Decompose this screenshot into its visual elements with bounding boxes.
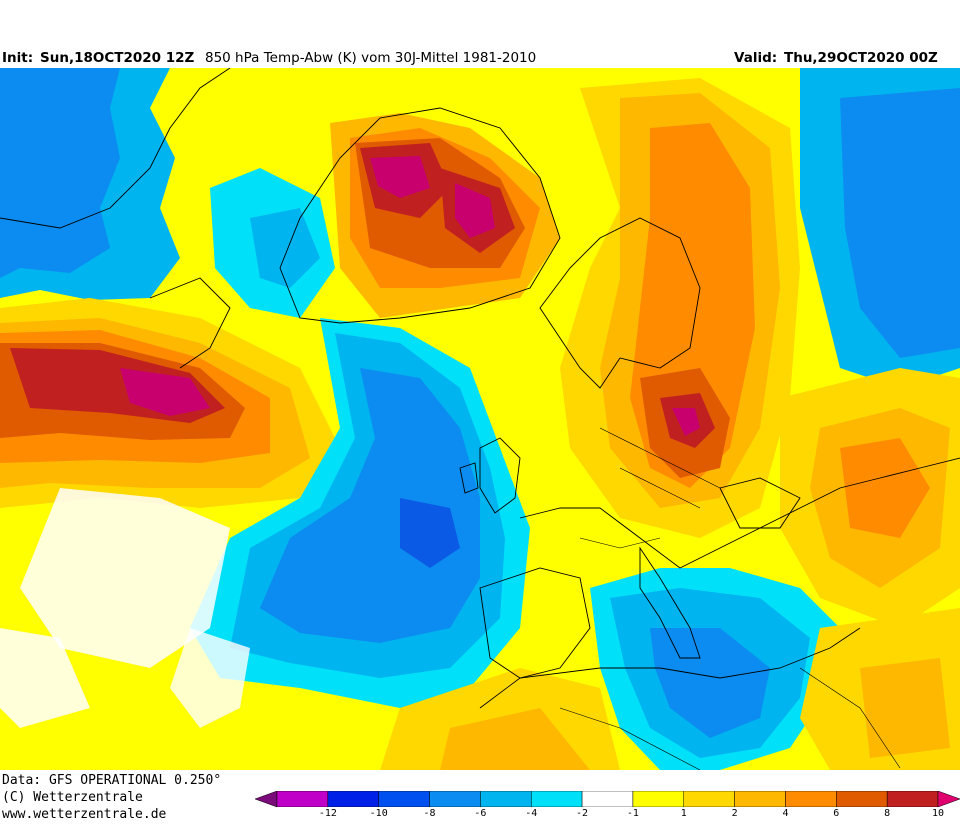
legend-tick-label: -12 — [318, 808, 337, 819]
coastline-iberia — [479, 567, 591, 679]
anomaly-map — [0, 68, 960, 770]
legend-tick-label: 1 — [680, 808, 687, 819]
coastline-scandinavia — [539, 217, 701, 389]
legend-swatch — [327, 790, 379, 808]
legend-arrow-left — [254, 790, 278, 808]
coastline-italy — [639, 546, 701, 659]
legend-tick-label: 8 — [884, 808, 891, 819]
legend-tick-label: -8 — [423, 808, 436, 819]
legend-tick-label: -6 — [474, 808, 487, 819]
legend-swatch — [581, 790, 634, 808]
legend-colorbar — [254, 790, 961, 808]
legend-swatch — [378, 790, 430, 808]
legend-swatch — [734, 790, 786, 808]
legend-swatch — [429, 790, 481, 808]
legend-tick-label: 4 — [782, 808, 789, 819]
coastline-europe — [519, 457, 960, 569]
copyright: (C) Wetterzentrale — [2, 790, 143, 805]
valid-label: Valid: — [734, 50, 778, 66]
coastline-africa — [479, 627, 861, 709]
color-legend: -12-10-8-6-4-2-1124681012 — [254, 790, 961, 821]
legend-swatch — [886, 790, 939, 808]
map-title: 850 hPa Temp-Abw (K) vom 30J-Mittel 1981… — [205, 50, 537, 66]
init-label: Init: — [2, 50, 34, 66]
legend-arrow-right — [937, 790, 961, 808]
coastline-british-isles — [479, 437, 521, 514]
legend-tick-label: -4 — [525, 808, 538, 819]
coastline-greenland — [279, 107, 561, 324]
legend-tick-label: -2 — [576, 808, 589, 819]
coastline-north-america — [0, 68, 231, 229]
valid-value: Thu,29OCT2020 00Z — [784, 50, 938, 66]
legend-swatch — [632, 790, 685, 808]
legend-tick-label: 10 — [931, 808, 945, 819]
legend-swatch — [785, 790, 837, 808]
website-url: www.wetterzentrale.de — [2, 807, 167, 822]
legend-swatch — [276, 790, 329, 808]
legend-swatch — [683, 790, 735, 808]
legend-tick-label: 6 — [833, 808, 840, 819]
init-value: Sun,18OCT2020 12Z — [40, 50, 195, 66]
cold-core-northwest — [0, 68, 120, 278]
legend-swatch — [530, 790, 583, 808]
data-source: Data: GFS OPERATIONAL 0.250° — [2, 773, 222, 788]
legend-tick-label: -10 — [369, 808, 388, 819]
legend-swatch — [480, 790, 532, 808]
legend-tick-label: 2 — [731, 808, 738, 819]
legend-tick-label: -1 — [626, 808, 639, 819]
legend-swatch — [836, 790, 888, 808]
